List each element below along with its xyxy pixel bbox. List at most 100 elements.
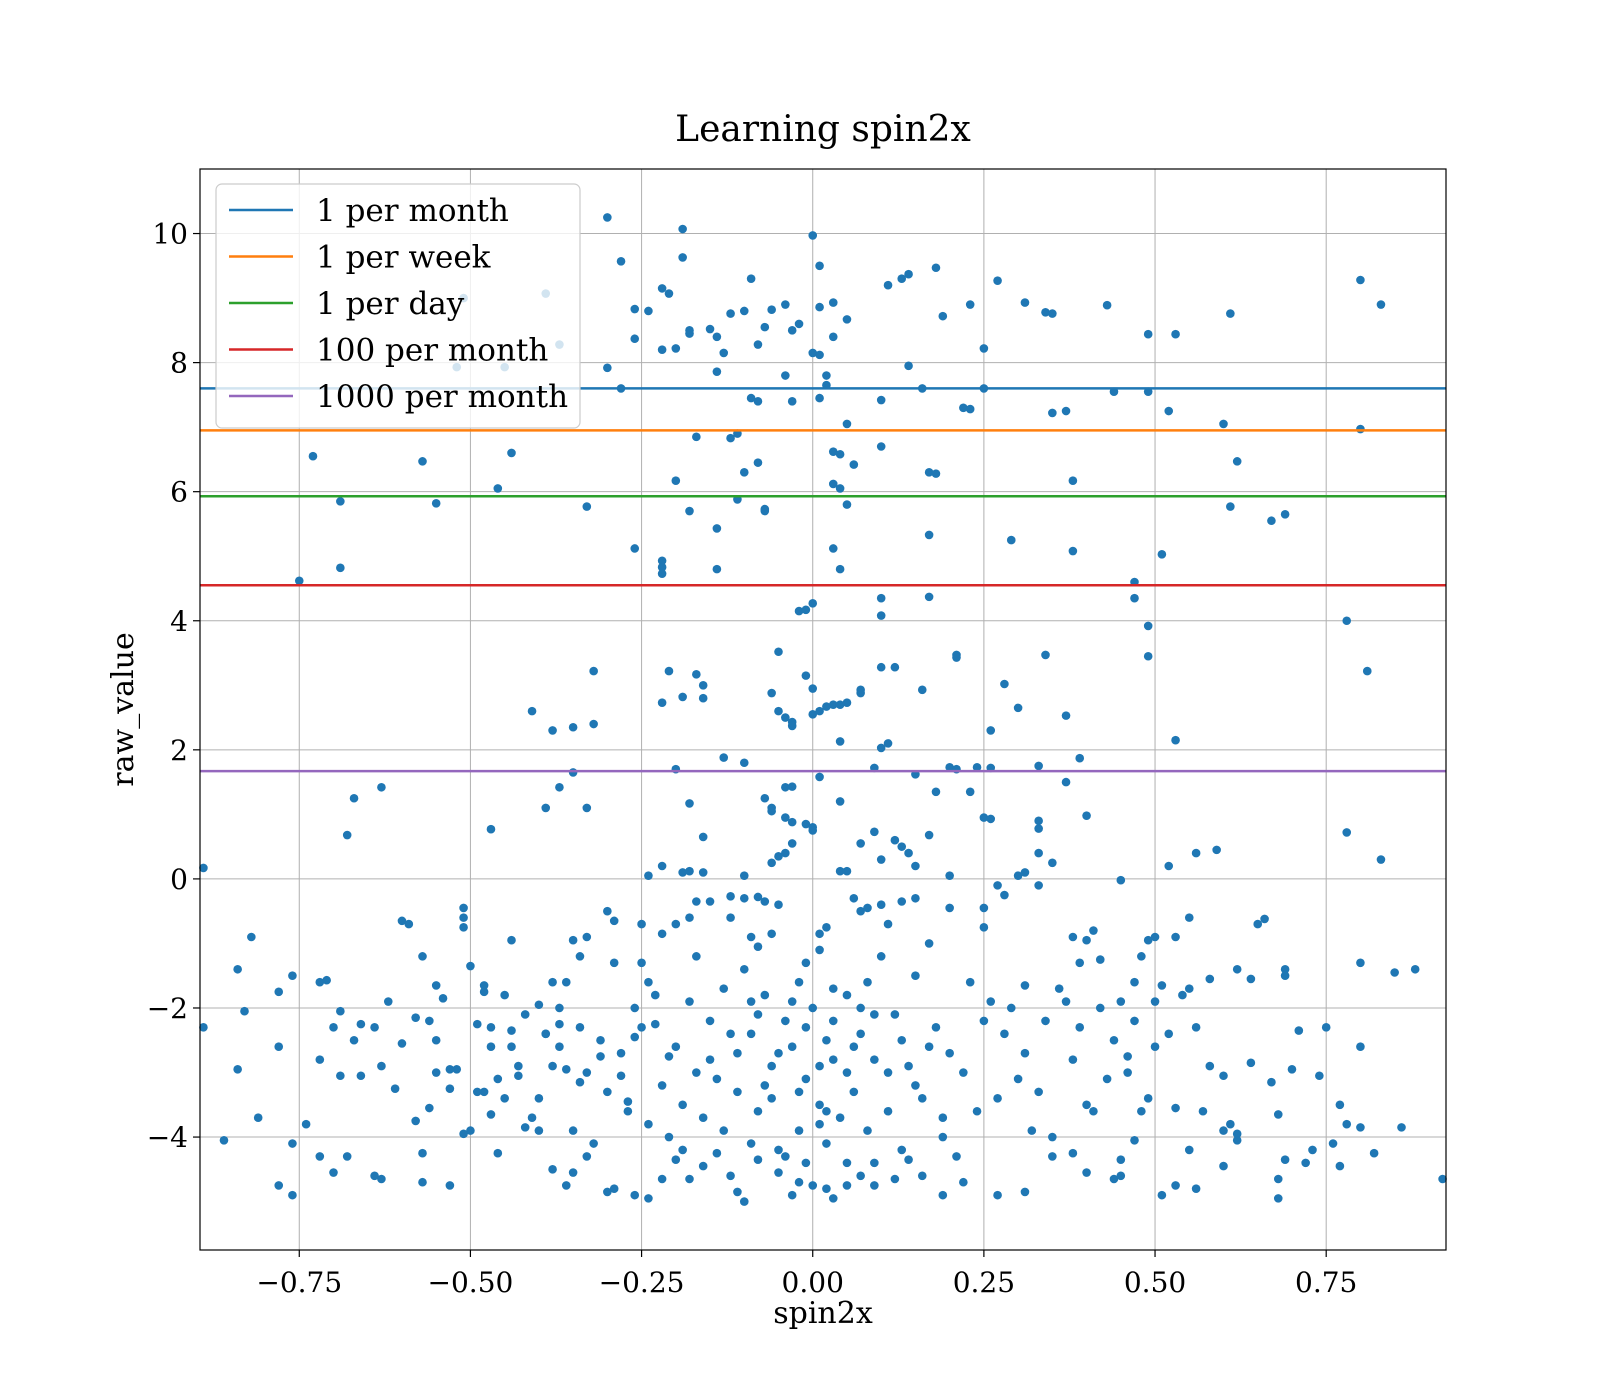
data-point [712,564,722,574]
data-point [815,261,824,271]
data-point [931,263,941,273]
data-point [876,611,886,620]
data-point [794,1126,804,1135]
data-point [965,300,975,309]
data-point [698,693,708,703]
data-point [548,977,557,987]
data-point [856,839,865,848]
data-point [336,1071,345,1081]
data-point [808,231,818,240]
data-point [822,1106,831,1116]
data-point [349,1035,359,1045]
data-point [479,1087,489,1097]
data-point [733,1048,742,1058]
data-point [698,1113,708,1122]
data-point [678,868,687,877]
data-point [644,977,653,987]
data-point [972,1106,982,1116]
data-point [1054,984,1064,993]
data-point [911,1081,920,1090]
data-point [1034,848,1043,858]
data-point [199,1023,208,1032]
data-point [692,1068,701,1077]
data-point [1232,964,1242,974]
data-point [760,506,770,516]
data-point [917,685,927,695]
data-point [472,1087,482,1097]
data-point [1219,419,1228,429]
data-point [815,929,824,939]
data-point [589,666,598,676]
data-point [986,814,996,824]
x-tick-label: 0.00 [782,1266,844,1299]
data-point [808,1181,818,1190]
data-point [1082,1168,1091,1177]
data-point [787,397,797,406]
data-point [322,975,331,985]
data-point [808,348,818,358]
data-point [1362,666,1372,676]
data-point [739,893,749,903]
data-point [842,698,852,708]
data-point [781,813,790,822]
data-point [589,719,598,729]
data-point [760,322,770,332]
data-point [876,855,886,864]
data-point [1198,1106,1208,1116]
data-point [767,1094,776,1103]
legend-box [215,183,581,429]
data-point [979,813,989,822]
data-point [630,1032,640,1042]
data-point [739,871,749,880]
data-point [828,1194,838,1203]
data-point [1335,1100,1345,1110]
data-point [842,1068,852,1077]
data-point [746,997,756,1006]
data-point [815,1100,824,1110]
data-point [603,213,612,222]
data-point [336,497,345,506]
data-point [1273,1110,1283,1119]
data-point [1000,890,1009,900]
data-point [828,1055,838,1064]
data-point [965,787,975,797]
data-point [719,1126,729,1135]
data-point [774,1168,783,1177]
data-point [568,768,578,777]
data-point [924,468,934,477]
data-point [568,1126,578,1135]
y-tick-label: 4 [170,605,188,638]
data-point [459,913,468,922]
data-point [993,1190,1002,1200]
data-point [746,393,756,403]
data-point [1280,509,1290,519]
data-point [500,990,509,1000]
data-point [787,1042,797,1052]
data-point [630,304,640,314]
data-point [828,700,838,709]
data-point [1020,868,1030,877]
data-point [527,1113,537,1122]
data-point [1034,824,1043,833]
data-point [1020,298,1030,307]
data-point [657,1174,667,1184]
data-point [1205,1061,1215,1071]
data-point [1116,1171,1126,1181]
data-point [1157,981,1167,990]
data-point [904,1155,913,1164]
y-axis-title: raw_value [106,632,141,786]
data-point [849,1042,859,1052]
data-point [1171,329,1180,339]
data-point [835,797,845,806]
data-point [1191,1184,1201,1193]
data-point [924,830,934,840]
data-point [411,1116,420,1126]
data-point [1130,1135,1139,1145]
data-point [520,1010,530,1019]
scatter-points [199,213,1447,1206]
data-point [664,289,674,298]
data-point [1109,1174,1119,1184]
data-point [815,350,824,360]
data-point [548,1165,557,1174]
